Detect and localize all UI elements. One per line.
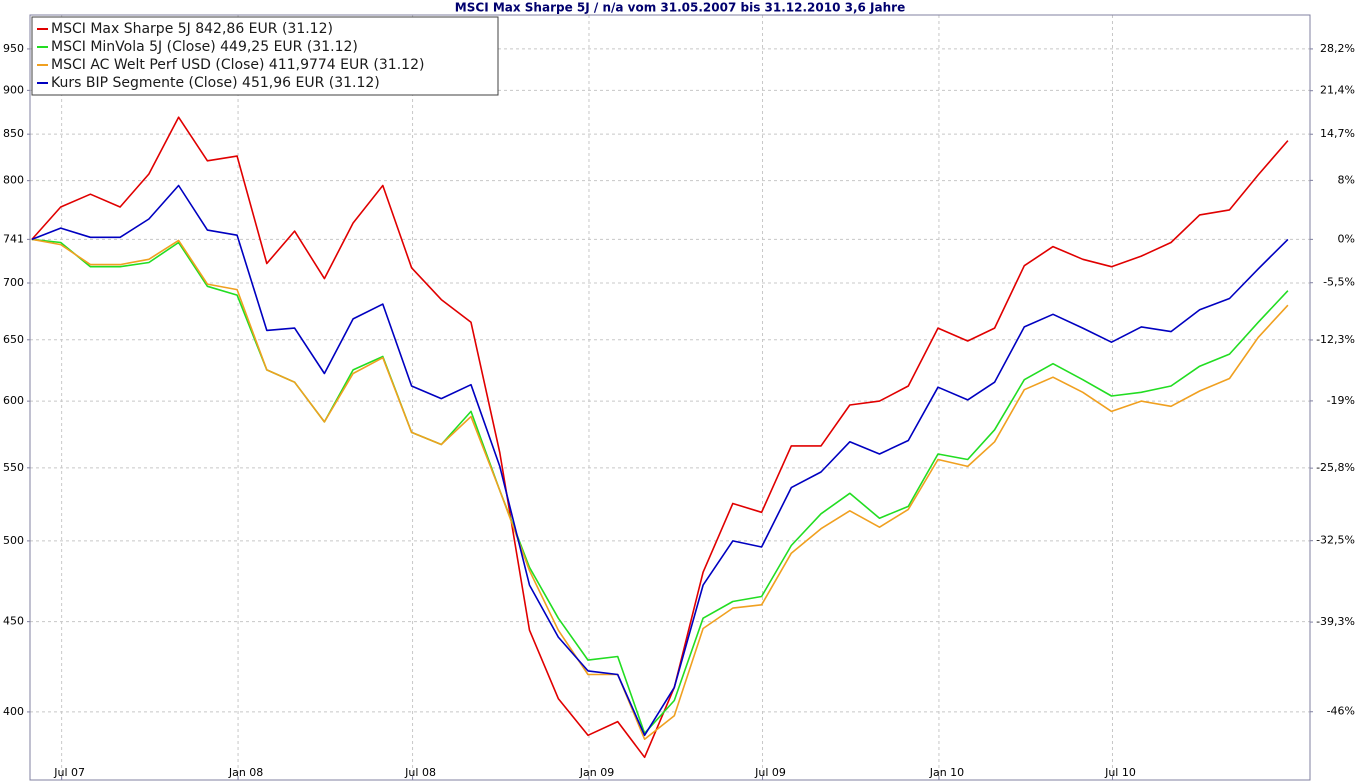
y-tick-label: 400 bbox=[3, 705, 24, 718]
y2-tick-label: -25,8% bbox=[1316, 461, 1355, 474]
x-tick-label: Jul 09 bbox=[754, 766, 786, 779]
y-tick-label: 800 bbox=[3, 174, 24, 187]
y2-tick-label: 28,2% bbox=[1320, 42, 1355, 55]
y2-tick-label: 0% bbox=[1338, 232, 1355, 245]
chart-title: MSCI Max Sharpe 5J / n/a vom 31.05.2007 … bbox=[455, 1, 905, 15]
y2-tick-label: 8% bbox=[1338, 173, 1355, 186]
y2-tick-label: 14,7% bbox=[1320, 127, 1355, 140]
y2-tick-label: -46% bbox=[1327, 705, 1355, 718]
y-tick-label: 700 bbox=[3, 276, 24, 289]
y2-tick-label: -39,3% bbox=[1316, 615, 1355, 628]
legend-label: Kurs BIP Segmente (Close) 451,96 EUR (31… bbox=[51, 75, 380, 91]
y2-tick-label: -12,3% bbox=[1316, 333, 1355, 346]
legend-label: MSCI AC Welt Perf USD (Close) 411,9774 E… bbox=[51, 57, 424, 73]
y-tick-label: 500 bbox=[3, 534, 24, 547]
y-tick-label: 850 bbox=[3, 127, 24, 140]
x-tick-label: Jan 08 bbox=[228, 766, 263, 779]
y2-tick-label: -19% bbox=[1327, 394, 1355, 407]
y-tick-label: 600 bbox=[3, 394, 24, 407]
legend-box bbox=[31, 16, 499, 96]
y-tick-label: 900 bbox=[3, 83, 24, 96]
x-tick-label: Jan 10 bbox=[929, 766, 964, 779]
lines bbox=[31, 116, 1289, 759]
y-tick-label: 741 bbox=[3, 232, 24, 245]
y-tick-label: 550 bbox=[3, 461, 24, 474]
x-tick-label: Jul 07 bbox=[53, 766, 85, 779]
series-line bbox=[31, 116, 1289, 759]
y2-tick-label: 21,4% bbox=[1320, 84, 1355, 97]
legend: MSCI Max Sharpe 5J 842,86 EUR (31.12) MSC… bbox=[31, 16, 499, 96]
y2-tick-label: -32,5% bbox=[1316, 534, 1355, 547]
y-tick-label: 650 bbox=[3, 333, 24, 346]
series-line bbox=[31, 238, 1289, 740]
x-tick-label: Jul 10 bbox=[1104, 766, 1136, 779]
y-tick-label: 950 bbox=[3, 42, 24, 55]
x-tick-label: Jan 09 bbox=[579, 766, 614, 779]
grid bbox=[27, 15, 1313, 780]
legend-label: MSCI MinVola 5J (Close) 449,25 EUR (31.1… bbox=[51, 39, 358, 55]
y2-tick-label: -5,5% bbox=[1323, 276, 1355, 289]
y-tick-label: 450 bbox=[3, 615, 24, 628]
plot-frame bbox=[29, 14, 1311, 781]
series-line bbox=[31, 238, 1289, 735]
series-line bbox=[31, 184, 1289, 737]
legend-label: MSCI Max Sharpe 5J 842,86 EUR (31.12) bbox=[51, 21, 333, 37]
x-tick-label: Jul 08 bbox=[404, 766, 436, 779]
